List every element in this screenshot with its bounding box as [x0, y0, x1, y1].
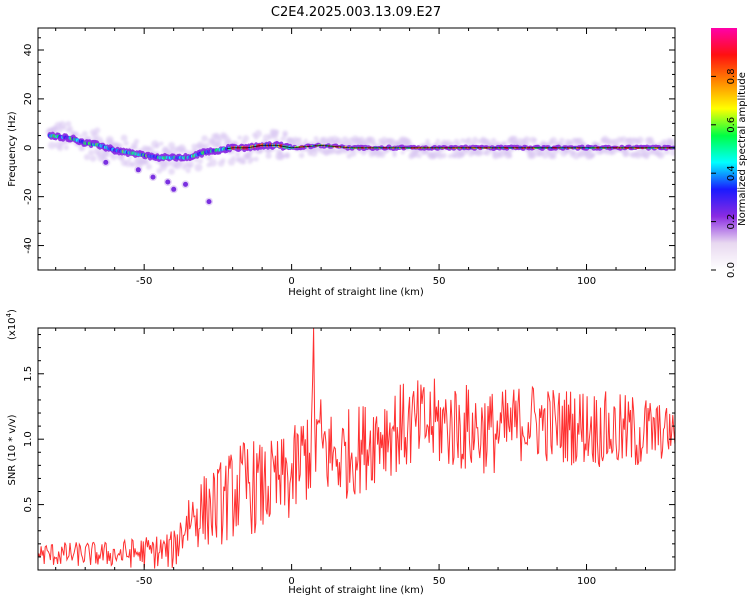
- spectrogram-blob-core: [135, 167, 141, 173]
- colorbar-label: Normalized spectral amplitude: [737, 72, 748, 226]
- spectrogram-blob-core: [165, 179, 171, 185]
- snr-ylabel: SNR (10 * v/v): [7, 414, 18, 485]
- colorbar-tick-label: 0.8: [726, 68, 737, 84]
- y-tick-label: 1.5: [23, 366, 34, 382]
- spectrogram-blob-core: [183, 181, 188, 187]
- colorbar-tick-label: 0.6: [726, 117, 737, 133]
- snr-frame: [37, 327, 676, 571]
- snr-axes: -50 0 50 100 0.5 1.0 1.5: [23, 328, 676, 587]
- spectrogram-ylabel: Frequency (Hz): [7, 111, 18, 187]
- spectrogram-blob-core: [150, 174, 156, 180]
- y-tick-label: 20: [23, 93, 34, 106]
- colorbar-axes: 0.0 0.2 0.4 0.6 0.8: [711, 68, 737, 278]
- y-tick-label: -40: [23, 237, 34, 253]
- y-tick-label: -20: [23, 188, 34, 204]
- spectrogram-xlabel: Height of straight line (km): [288, 287, 424, 298]
- colorbar-tick-label: 0.2: [726, 214, 737, 230]
- x-tick-label: 50: [433, 576, 446, 587]
- spectrogram-heatmap: [45, 121, 675, 206]
- spectrogram-blobs: [101, 158, 213, 206]
- colorbar-tick-label: 0.0: [726, 262, 737, 278]
- x-tick-label: -50: [136, 576, 152, 587]
- spectrogram-blob-core: [206, 199, 212, 205]
- x-tick-label: -50: [136, 276, 152, 287]
- spectrogram-frame: [37, 27, 676, 271]
- spectrogram-blob-core: [103, 159, 109, 165]
- y-tick-label: 0: [23, 145, 34, 151]
- x-tick-label: 100: [577, 576, 596, 587]
- snr-series-line: [38, 328, 675, 569]
- y-tick-label: 40: [23, 44, 34, 57]
- x-tick-label: 0: [288, 576, 294, 587]
- y-tick-label: 0.5: [23, 497, 34, 513]
- snr-scale-label: (x104): [5, 309, 18, 340]
- spectrogram-axes: -50 0 50 100 -40 -20 0 20 40: [23, 28, 676, 287]
- snr-panel: -50 0 50 100 0.5 1.0 1.5 Height of straight li…: [5, 309, 676, 596]
- x-tick-label: 0: [288, 276, 294, 287]
- chart-title: C2E4.2025.003.13.09.E27: [271, 5, 441, 20]
- spectrogram-blob-core: [171, 186, 177, 192]
- snr-xlabel: Height of straight line (km): [288, 585, 424, 596]
- colorbar-tick-label: 0.4: [726, 165, 737, 181]
- colorbar: 0.0 0.2 0.4 0.6 0.8 Normalized spectral ampl…: [711, 28, 748, 278]
- colorbar-gradient: [711, 28, 737, 270]
- spectrogram-panel: -50 0 50 100 -40 -20 0 20 40 Height of straight …: [7, 27, 676, 298]
- x-tick-label: 100: [577, 276, 596, 287]
- x-tick-label: 50: [433, 276, 446, 287]
- y-tick-label: 1.0: [23, 431, 34, 447]
- spectrogram-ridge-line: [226, 144, 675, 150]
